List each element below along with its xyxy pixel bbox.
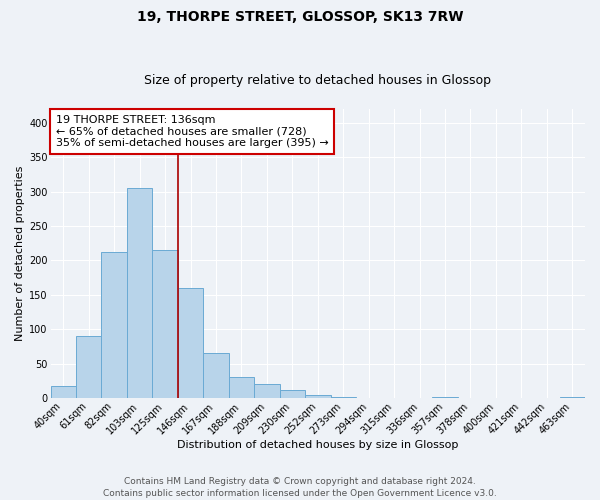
- Bar: [331, 396, 356, 398]
- Bar: [305, 394, 331, 398]
- Bar: [254, 384, 280, 398]
- Y-axis label: Number of detached properties: Number of detached properties: [15, 166, 25, 341]
- Bar: [101, 252, 127, 398]
- Text: Contains HM Land Registry data © Crown copyright and database right 2024.
Contai: Contains HM Land Registry data © Crown c…: [103, 476, 497, 498]
- Bar: [50, 386, 76, 398]
- Bar: [203, 354, 229, 398]
- Title: Size of property relative to detached houses in Glossop: Size of property relative to detached ho…: [144, 74, 491, 87]
- X-axis label: Distribution of detached houses by size in Glossop: Distribution of detached houses by size …: [177, 440, 458, 450]
- Bar: [76, 336, 101, 398]
- Bar: [433, 396, 458, 398]
- Bar: [229, 378, 254, 398]
- Text: 19, THORPE STREET, GLOSSOP, SK13 7RW: 19, THORPE STREET, GLOSSOP, SK13 7RW: [137, 10, 463, 24]
- Bar: [178, 288, 203, 398]
- Bar: [280, 390, 305, 398]
- Bar: [152, 250, 178, 398]
- Bar: [560, 396, 585, 398]
- Text: 19 THORPE STREET: 136sqm
← 65% of detached houses are smaller (728)
35% of semi-: 19 THORPE STREET: 136sqm ← 65% of detach…: [56, 115, 329, 148]
- Bar: [127, 188, 152, 398]
